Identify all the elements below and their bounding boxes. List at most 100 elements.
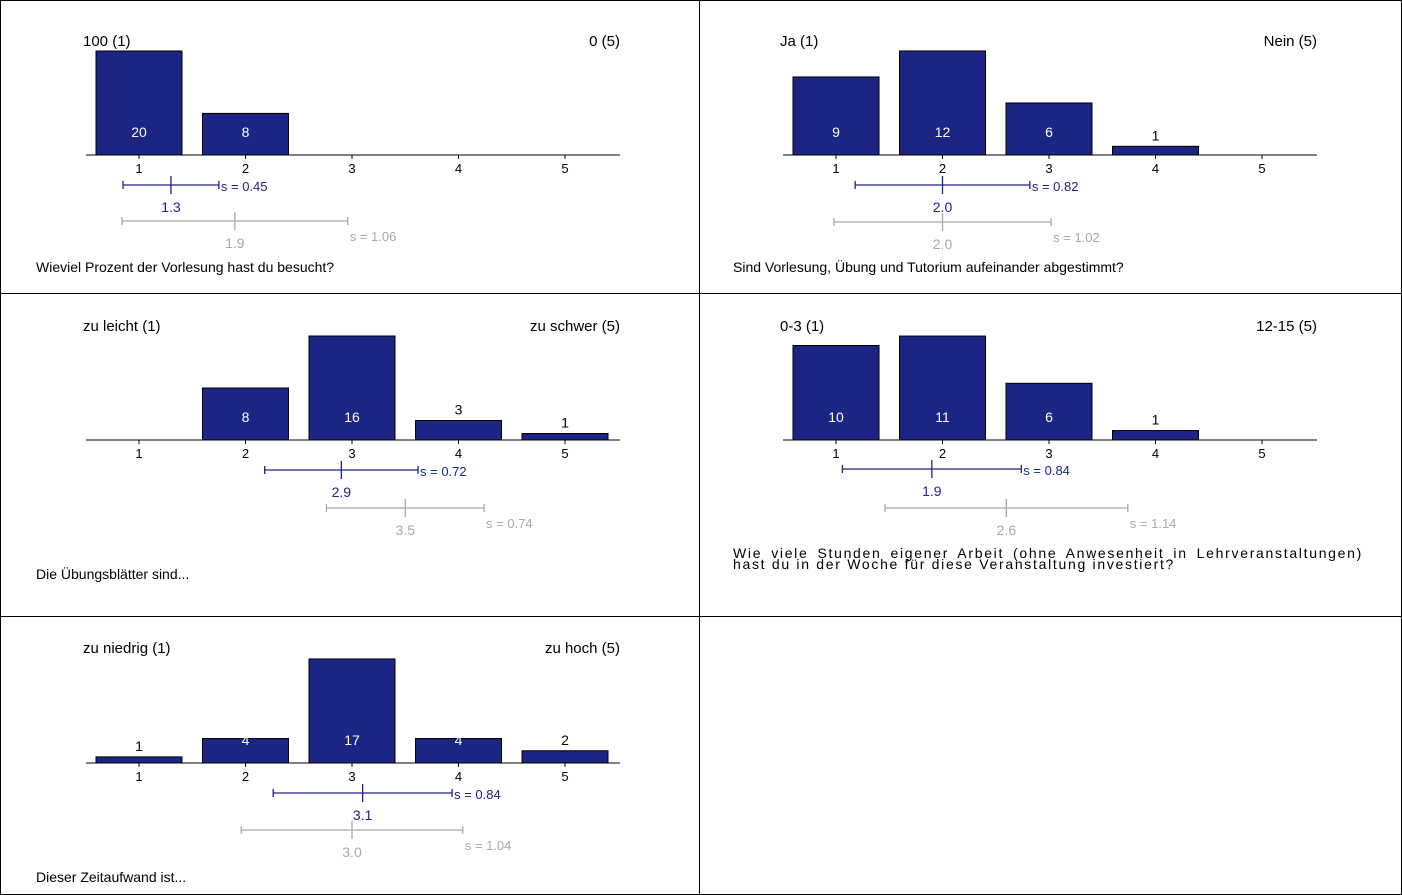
x-tick-label: 1 xyxy=(135,446,142,461)
x-tick-label: 1 xyxy=(135,161,142,176)
reference: 2.6 s = 1.14 xyxy=(884,499,1176,538)
reference-sd-label: s = 1.02 xyxy=(1053,230,1100,245)
reference: 3.0 s = 1.04 xyxy=(240,821,512,860)
x-tick-label: 4 xyxy=(1152,446,1159,461)
x-tick-label: 1 xyxy=(832,161,839,176)
x-tick-label: 2 xyxy=(242,446,249,461)
bar-chart: 1 8 2 16 3 3 4 1 5 2.9 s = 0.72 3.5 s = 0.74 xyxy=(86,335,620,538)
question-text: Die Übungsblätter sind... xyxy=(36,566,190,582)
x-tick-label: 2 xyxy=(939,446,946,461)
scale-left-label: 0-3 (1) xyxy=(780,318,825,335)
question-text: Sind Vorlesung, Übung und Tutorium aufei… xyxy=(733,259,1124,275)
chart-panel-2: Ja (1) Nein (5) 9 1 12 2 6 3 1 4 5 2.0 s = 0.82 2.0… xyxy=(697,0,1402,294)
bar xyxy=(792,76,880,156)
grid-divider-vertical xyxy=(699,0,700,895)
mean-mean-label: 3.1 xyxy=(353,807,373,823)
bar-value-label: 6 xyxy=(1045,409,1053,425)
bar-value-label: 6 xyxy=(1045,124,1053,140)
mean: 2.9 s = 0.72 xyxy=(264,461,467,500)
reference: 2.0 s = 1.02 xyxy=(833,213,1100,252)
bar-value-label: 20 xyxy=(131,124,147,140)
grid-border-top xyxy=(0,0,1402,1)
mean-mean-label: 2.0 xyxy=(933,199,953,215)
bar-value-label: 4 xyxy=(455,732,463,748)
mean-sd-label: s = 0.82 xyxy=(1032,179,1079,194)
x-tick-label: 1 xyxy=(135,769,142,784)
bar xyxy=(1005,102,1093,156)
grid-border-left xyxy=(0,0,1,895)
x-tick-label: 3 xyxy=(348,446,355,461)
mean-mean-label: 2.9 xyxy=(332,484,352,500)
reference-mean-label: 1.9 xyxy=(225,235,245,251)
mean-mean-label: 1.9 xyxy=(922,483,942,499)
bar-value-label: 1 xyxy=(1152,127,1160,143)
scale-left-label: zu niedrig (1) xyxy=(83,640,171,657)
scale-left-label: zu leicht (1) xyxy=(83,318,161,335)
mean-sd-label: s = 0.45 xyxy=(221,179,268,194)
scale-left-label: Ja (1) xyxy=(780,33,819,50)
mean-sd-label: s = 0.84 xyxy=(1023,463,1070,478)
bar-value-label: 3 xyxy=(455,402,463,418)
bar xyxy=(1112,145,1199,156)
question-text: Wieviel Prozent der Vorlesung hast du be… xyxy=(36,259,335,275)
bar xyxy=(202,112,289,156)
grid-divider-row2 xyxy=(0,616,1402,617)
reference-sd-label: s = 0.74 xyxy=(486,516,533,531)
x-tick-label: 2 xyxy=(939,161,946,176)
bar-value-label: 1 xyxy=(135,738,143,754)
chart-panel-5: zu niedrig (1) zu hoch (5) 1 1 4 2 17 3 4 4 2 5 3.… xyxy=(0,617,700,895)
question-text: Dieser Zeitaufwand ist... xyxy=(36,869,187,885)
x-tick-label: 5 xyxy=(1258,161,1265,176)
bar xyxy=(899,335,986,441)
x-tick-label: 4 xyxy=(1152,161,1159,176)
bar xyxy=(202,738,289,764)
bar-value-label: 11 xyxy=(935,409,950,425)
chart-panel-1: 100 (1) 0 (5) 20 1 8 2 3 4 5 1.3 s = 0.45 1.9 s = … xyxy=(0,0,700,294)
reference: 3.5 s = 0.74 xyxy=(325,499,533,538)
chart-panel-4: 0-3 (1) 12-15 (5) 10 1 11 2 6 3 1 4 5 1.9 s = 0.84… xyxy=(697,294,1402,616)
mean-sd-label: s = 0.72 xyxy=(420,464,467,479)
bar-chart: 1 1 4 2 17 3 4 4 2 5 3.1 s = 0.84 3.0 s = 1.04 xyxy=(86,658,620,860)
bar xyxy=(95,756,183,764)
bar-value-label: 16 xyxy=(344,409,360,425)
x-tick-label: 2 xyxy=(242,161,249,176)
x-tick-label: 4 xyxy=(455,769,462,784)
reference-sd-label: s = 1.04 xyxy=(465,838,512,853)
bar-value-label: 17 xyxy=(344,732,360,748)
reference: 1.9 s = 1.06 xyxy=(121,212,397,251)
x-tick-label: 1 xyxy=(832,446,839,461)
x-tick-label: 3 xyxy=(1045,446,1052,461)
bar-value-label: 12 xyxy=(935,124,951,140)
bar-value-label: 8 xyxy=(242,124,250,140)
scale-right-label: zu hoch (5) xyxy=(544,640,620,657)
x-tick-label: 3 xyxy=(348,769,355,784)
grid-divider-row1 xyxy=(0,293,1402,294)
x-tick-label: 5 xyxy=(561,446,568,461)
mean: 1.9 s = 0.84 xyxy=(841,460,1070,499)
scale-right-label: 12-15 (5) xyxy=(1256,318,1317,335)
bar-value-label: 10 xyxy=(828,409,844,425)
scale-right-label: 0 (5) xyxy=(589,33,620,50)
bar-value-label: 8 xyxy=(242,409,250,425)
x-tick-label: 5 xyxy=(1258,446,1265,461)
question-text: Wie viele Stunden eigener Arbeit (ohne A… xyxy=(733,545,1363,572)
reference-mean-label: 2.6 xyxy=(997,522,1017,538)
x-tick-label: 5 xyxy=(561,769,568,784)
bar-chart: 20 1 8 2 3 4 5 1.3 s = 0.45 1.9 s = 1.06 xyxy=(86,50,620,251)
scale-right-label: zu schwer (5) xyxy=(529,318,620,335)
reference-sd-label: s = 1.06 xyxy=(350,229,397,244)
bar xyxy=(415,420,502,441)
bar-value-label: 1 xyxy=(561,415,569,431)
bar xyxy=(792,345,880,441)
bar xyxy=(1112,430,1199,441)
x-tick-label: 3 xyxy=(1045,161,1052,176)
bar-value-label: 1 xyxy=(1152,412,1160,428)
bar xyxy=(308,658,396,764)
scale-left-label: 100 (1) xyxy=(83,33,131,50)
bar-value-label: 4 xyxy=(242,732,250,748)
mean-sd-label: s = 0.84 xyxy=(454,787,501,802)
scale-right-label: Nein (5) xyxy=(1263,33,1317,50)
x-tick-label: 5 xyxy=(561,161,568,176)
